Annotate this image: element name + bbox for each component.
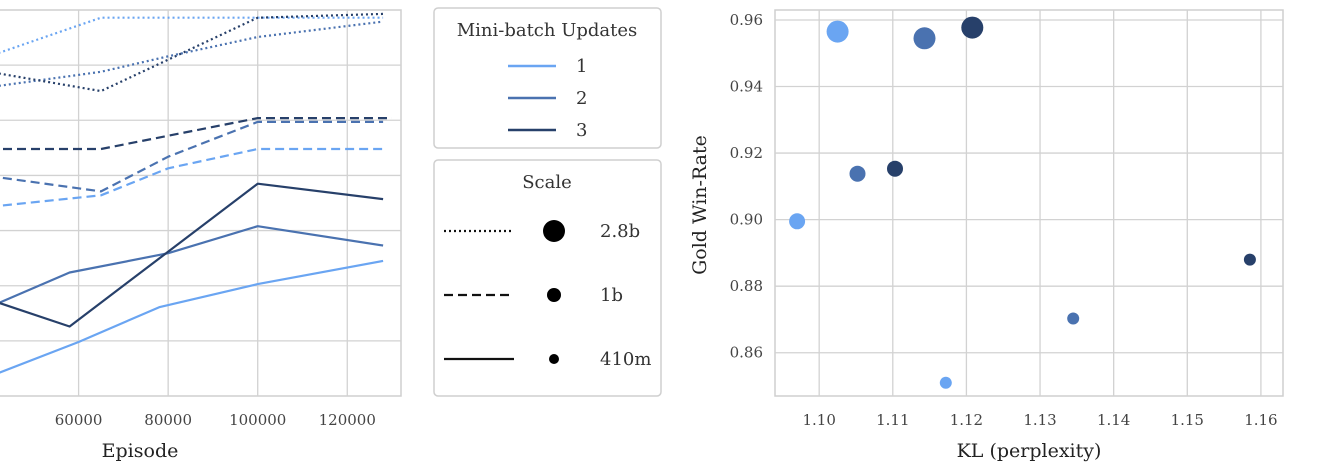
line-chart-plot-area — [0, 9, 402, 397]
scatter-point-2.8b-updates-3 — [961, 16, 984, 39]
line-chart-x-tick-0: 60000 — [55, 411, 103, 429]
scatter-point-1b-updates-2 — [849, 165, 866, 182]
kl-scatter-chart: 1.10 1.11 1.12 1.13 1.14 1.15 1.16 0.86 0.88 0.9… — [689, 9, 1284, 462]
series-line-1b-updates-2 — [0, 120, 384, 193]
scatter-points — [789, 16, 1256, 389]
line-chart-x-ticks: 60000 80000 100000 120000 — [55, 411, 376, 429]
legend-scale-marker-2.8b — [543, 220, 565, 242]
legend-updates-label-3: 3 — [576, 120, 587, 141]
scatter-y-tick-0: 0.86 — [730, 344, 763, 362]
legend-scale-items: 2.8b 1b 410m — [444, 220, 651, 370]
legend-scale-marker-410m — [549, 354, 559, 364]
legend-updates-items: 1 2 3 — [508, 56, 587, 141]
scatter-x-tick-0: 1.10 — [802, 411, 835, 429]
scatter-point-410m-updates-2 — [1067, 312, 1080, 325]
legend-updates-label-2: 2 — [576, 88, 587, 109]
legend-scale-title: Scale — [522, 172, 572, 193]
line-chart-grid — [0, 10, 401, 396]
scatter-x-tick-2: 1.12 — [950, 411, 983, 429]
scatter-y-tick-2: 0.90 — [730, 211, 763, 229]
scatter-y-ticks: 0.86 0.88 0.90 0.92 0.94 0.96 — [730, 11, 763, 362]
line-chart-x-tick-2: 100000 — [229, 411, 286, 429]
series-line-410m-updates-2 — [0, 225, 384, 304]
scatter-point-2.8b-updates-1 — [826, 20, 849, 43]
line-chart-x-tick-1: 80000 — [144, 411, 192, 429]
series-line-2.8b-updates-2 — [0, 20, 384, 87]
legend-scale: Scale 2.8b 1b 410m — [433, 159, 662, 397]
scatter-y-label: Gold Win-Rate — [689, 135, 711, 275]
scatter-x-tick-4: 1.14 — [1097, 411, 1130, 429]
legend-scale-label-1b: 1b — [600, 285, 623, 306]
line-chart-series — [0, 12, 392, 374]
scatter-x-ticks: 1.10 1.11 1.12 1.13 1.14 1.15 1.16 — [802, 411, 1277, 429]
scatter-y-tick-1: 0.88 — [730, 277, 763, 295]
scatter-x-tick-6: 1.16 — [1244, 411, 1277, 429]
legend-scale-label-2.8b: 2.8b — [600, 221, 640, 242]
scatter-point-1b-updates-3 — [887, 160, 903, 177]
legend-mini-batch-updates: Mini-batch Updates 1 2 3 — [433, 7, 662, 149]
legend-updates-title: Mini-batch Updates — [457, 20, 638, 41]
legend-scale-frame — [433, 159, 662, 397]
scatter-x-tick-5: 1.15 — [1171, 411, 1204, 429]
scatter-grid — [775, 10, 1283, 396]
scatter-x-label: KL (perplexity) — [957, 440, 1102, 462]
series-line-410m-updates-1 — [0, 259, 384, 374]
scatter-x-tick-3: 1.13 — [1023, 411, 1056, 429]
legend-scale-label-410m: 410m — [600, 349, 651, 370]
scatter-y-tick-3: 0.92 — [730, 144, 763, 162]
scatter-point-2.8b-updates-2 — [913, 27, 936, 50]
episode-line-chart: 60000 80000 100000 120000 Episode — [0, 9, 402, 462]
line-chart-x-label: Episode — [102, 440, 179, 462]
series-line-410m-updates-3 — [0, 182, 384, 328]
scatter-y-tick-4: 0.94 — [730, 78, 763, 96]
series-line-2.8b-updates-3 — [0, 12, 384, 93]
scatter-x-tick-1: 1.11 — [876, 411, 909, 429]
series-line-1b-updates-1 — [0, 147, 384, 207]
scatter-point-410m-updates-1 — [939, 376, 952, 389]
scatter-point-410m-updates-3 — [1243, 253, 1256, 266]
legend-updates-label-1: 1 — [576, 56, 587, 77]
legend-scale-marker-1b — [547, 288, 561, 302]
scatter-y-tick-5: 0.96 — [730, 11, 763, 29]
scatter-point-1b-updates-1 — [789, 213, 806, 230]
scatter-plot-area — [774, 9, 1284, 397]
line-chart-x-tick-3: 120000 — [319, 411, 376, 429]
series-line-1b-updates-3 — [0, 116, 392, 151]
series-line-2.8b-updates-1 — [0, 16, 384, 54]
legend-updates-frame — [433, 7, 662, 149]
